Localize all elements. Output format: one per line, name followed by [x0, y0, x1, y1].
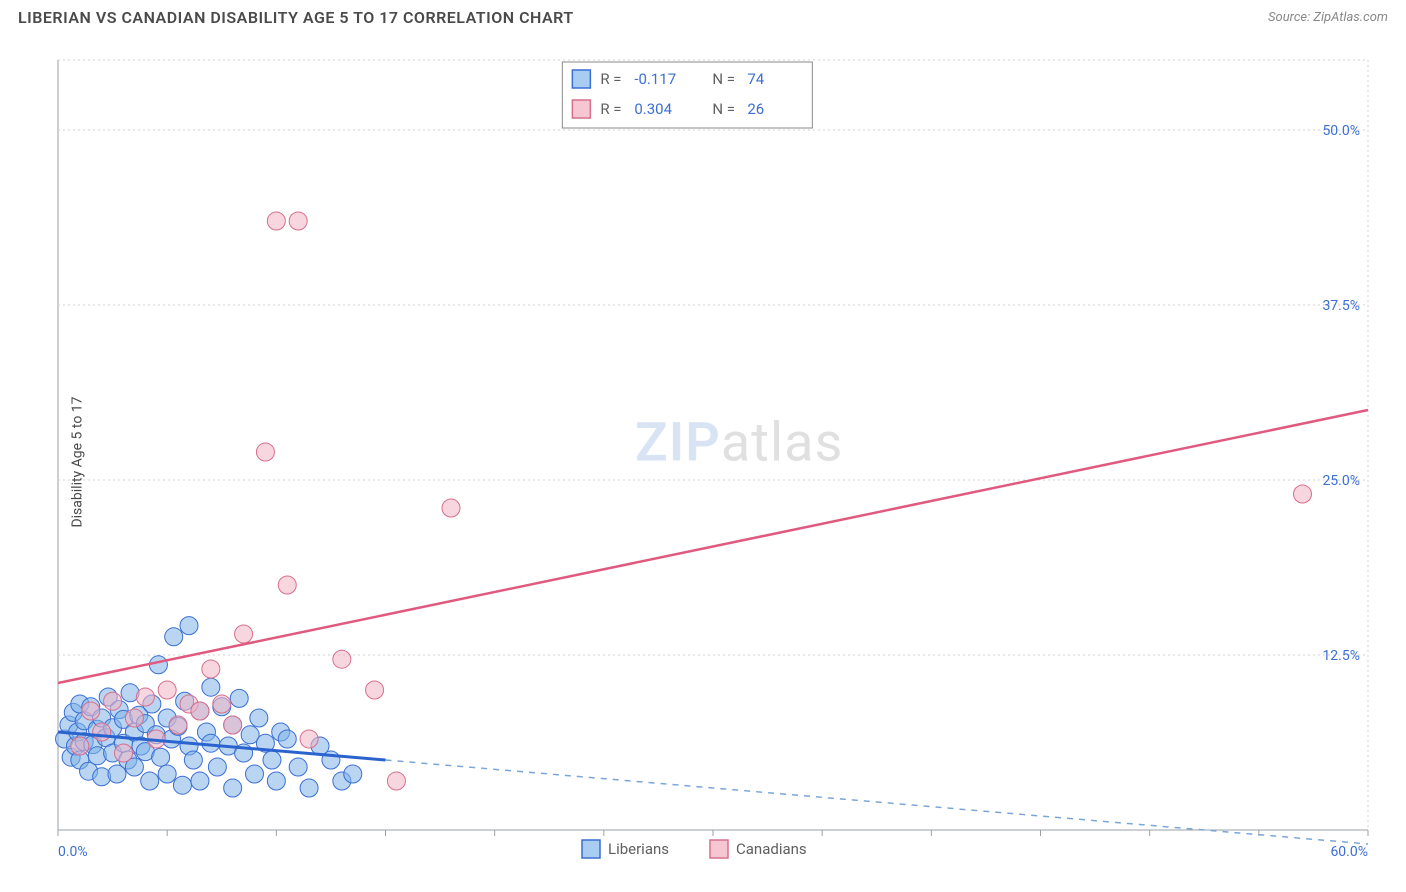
data-point	[366, 681, 384, 699]
y-axis-label: Disability Age 5 to 17	[70, 396, 86, 527]
data-point	[256, 443, 274, 461]
data-point	[125, 709, 143, 727]
data-point	[115, 744, 133, 762]
data-point	[289, 212, 307, 230]
data-point	[93, 723, 111, 741]
data-point	[263, 751, 281, 769]
data-point	[246, 765, 264, 783]
y-tick-label: 50.0%	[1322, 123, 1360, 139]
watermark: ZIPatlas	[635, 411, 843, 474]
data-point	[165, 628, 183, 646]
data-point	[267, 772, 285, 790]
data-point	[191, 772, 209, 790]
data-point	[184, 751, 202, 769]
data-point	[442, 499, 460, 517]
data-point	[191, 702, 209, 720]
data-point	[82, 702, 100, 720]
data-point	[180, 617, 198, 635]
scatter-chart: 12.5% 25.0% 37.5% 50.0% 0.0% 60.0% ZIPatlas R =…	[18, 42, 1388, 882]
x-tick-label: 60.0%	[1330, 844, 1368, 860]
data-point	[1294, 485, 1312, 503]
chart-area: Disability Age 5 to 17 12.5% 25.0% 37.5% 50…	[18, 42, 1388, 882]
legend-swatch	[572, 100, 590, 118]
data-point	[141, 772, 159, 790]
data-point	[71, 737, 89, 755]
data-point	[300, 779, 318, 797]
legend-swatch	[582, 840, 600, 858]
data-point	[202, 678, 220, 696]
data-point	[158, 681, 176, 699]
y-tick-label: 12.5%	[1322, 648, 1360, 664]
data-point	[344, 765, 362, 783]
data-point	[152, 748, 170, 766]
stat-r-value: 0.304	[634, 100, 672, 118]
data-point	[300, 730, 318, 748]
data-point	[224, 716, 242, 734]
trend-line-extrapolated	[386, 760, 1369, 844]
y-tick-label: 25.0%	[1322, 473, 1360, 489]
data-point	[267, 212, 285, 230]
stat-r-value: -0.117	[634, 70, 676, 88]
legend-swatch	[710, 840, 728, 858]
data-point	[278, 730, 296, 748]
data-point	[230, 689, 248, 707]
data-point	[202, 660, 220, 678]
stat-n-value: 74	[747, 70, 764, 88]
data-point	[104, 692, 122, 710]
legend-label: Liberians	[608, 840, 669, 858]
x-tick-label: 0.0%	[58, 844, 88, 860]
stat-n-label: N =	[712, 70, 735, 88]
data-point	[136, 688, 154, 706]
legend-label: Canadians	[736, 840, 807, 858]
data-point	[224, 779, 242, 797]
data-point	[169, 716, 187, 734]
data-point	[333, 650, 351, 668]
stat-n-value: 26	[747, 100, 764, 118]
stat-r-label: R =	[600, 100, 621, 118]
legend-swatch	[572, 70, 590, 88]
data-point	[387, 772, 405, 790]
y-tick-label: 37.5%	[1322, 298, 1360, 314]
stat-n-label: N =	[712, 100, 735, 118]
data-point	[235, 625, 253, 643]
data-point	[213, 695, 231, 713]
stat-r-label: R =	[600, 70, 621, 88]
data-point	[289, 758, 307, 776]
data-point	[173, 776, 191, 794]
source-attribution: Source: ZipAtlas.com	[1268, 10, 1388, 25]
data-point	[149, 656, 167, 674]
data-point	[208, 758, 226, 776]
chart-title: LIBERIAN VS CANADIAN DISABILITY AGE 5 TO…	[18, 8, 574, 27]
data-point	[278, 576, 296, 594]
data-point	[250, 709, 268, 727]
data-point	[158, 765, 176, 783]
